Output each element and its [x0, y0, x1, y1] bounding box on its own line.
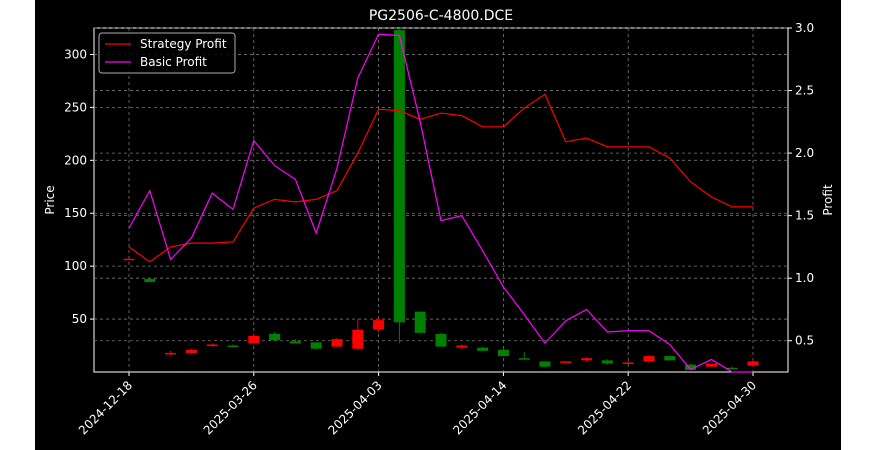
- candlestick-series: [123, 28, 759, 370]
- right-tick-label-2: 2.0: [795, 146, 814, 160]
- candle-body-7: [269, 333, 281, 341]
- candle-body-9: [310, 342, 322, 349]
- left-tick-label-300: 300: [64, 47, 87, 61]
- candle-body-19: [518, 358, 530, 360]
- candle-body-26: [664, 356, 676, 361]
- legend-label-strategy-profit: Strategy Profit: [140, 37, 227, 51]
- right-tick-label-1: 1.0: [795, 271, 814, 285]
- candle-body-11: [352, 329, 364, 349]
- left-tick-label-50: 50: [72, 312, 87, 326]
- candle-body-14: [414, 311, 426, 333]
- right-tick-label-2.5: 2.5: [795, 84, 814, 98]
- candle-body-23: [601, 360, 613, 364]
- left-axis-label: Price: [43, 185, 57, 214]
- series-line-basic-profit: [128, 33, 753, 373]
- candle-body-15: [435, 333, 447, 347]
- candle-body-18: [497, 349, 509, 357]
- candle-body-2: [165, 352, 177, 355]
- right-tick-label-0.5: 0.5: [795, 334, 814, 348]
- right-tick-label-1.5: 1.5: [795, 209, 814, 223]
- candle-body-30: [747, 361, 759, 366]
- right-tick-label-3: 3.0: [795, 21, 814, 35]
- series-line-strategy-profit: [128, 93, 753, 263]
- legend: Strategy Profit Basic Profit: [98, 32, 236, 74]
- candle-body-1: [144, 278, 156, 283]
- candle-body-28: [705, 363, 717, 367]
- candle-body-21: [560, 361, 572, 363]
- candle-body-29: [726, 367, 738, 370]
- candle-body-4: [206, 344, 218, 346]
- left-tick-label-100: 100: [64, 259, 87, 273]
- candle-body-10: [331, 339, 343, 347]
- legend-box: [98, 32, 236, 74]
- left-y-axis: 50 100 150 200 250 300: [64, 47, 94, 326]
- candle-body-22: [581, 358, 593, 361]
- candle-body-0: [123, 258, 135, 261]
- candle-body-13: [393, 30, 405, 323]
- legend-label-basic-profit: Basic Profit: [140, 55, 207, 69]
- right-y-axis: 0.5 1.0 1.5 2.0 2.5 3.0: [788, 21, 814, 348]
- candle-body-6: [248, 336, 260, 344]
- left-tick-label-200: 200: [64, 153, 87, 167]
- candle-body-27: [685, 364, 697, 370]
- candle-body-20: [539, 361, 551, 367]
- candle-body-3: [185, 349, 197, 353]
- candle-body-17: [477, 347, 489, 351]
- candle-body-5: [227, 345, 239, 348]
- candle-body-16: [456, 345, 468, 348]
- candle-body-25: [643, 356, 655, 362]
- plot-area: [93, 27, 789, 373]
- candle-body-8: [289, 341, 301, 344]
- left-tick-label-250: 250: [64, 100, 87, 114]
- candle-body-24: [622, 362, 634, 364]
- profit-lines: [128, 33, 753, 373]
- right-axis-label: Profit: [821, 184, 835, 216]
- candle-body-12: [373, 320, 385, 330]
- chart-title: PG2506-C-4800.DCE: [369, 8, 513, 24]
- left-tick-label-150: 150: [64, 206, 87, 220]
